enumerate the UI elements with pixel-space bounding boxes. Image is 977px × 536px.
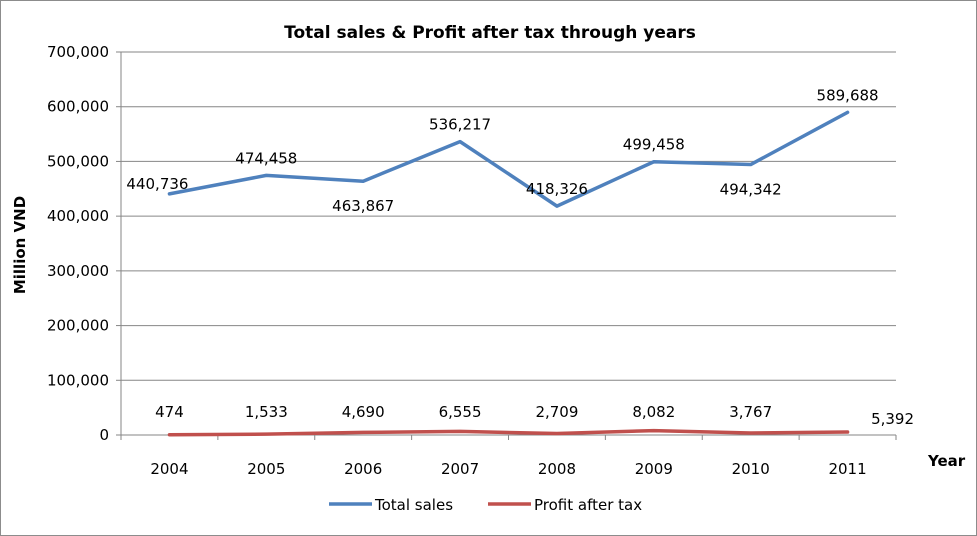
x-tick-label: 2004 (150, 460, 188, 478)
y-tick-label: 300,000 (47, 262, 109, 280)
data-label: 4,690 (342, 403, 385, 421)
x-axis-title: Year (927, 452, 966, 470)
legend-label-profit-after-tax: Profit after tax (534, 496, 642, 514)
data-label: 2,709 (535, 403, 578, 421)
data-label: 494,342 (720, 181, 782, 199)
series-line-profit-after-tax (167, 428, 850, 437)
x-tick-label: 2011 (828, 460, 866, 478)
data-label: 499,458 (623, 136, 685, 154)
data-label: 474 (155, 403, 184, 421)
chart-title: Total sales & Profit after tax through y… (284, 23, 696, 43)
x-tick-label: 2008 (538, 460, 576, 478)
x-tick-label: 2010 (732, 460, 770, 478)
data-label: 474,458 (235, 149, 297, 167)
y-tick-label: 500,000 (47, 152, 109, 170)
data-label: 6,555 (439, 403, 482, 421)
legend-label-total-sales: Total sales (374, 496, 453, 514)
y-tick-label: 400,000 (47, 207, 109, 225)
data-label: 418,326 (526, 180, 588, 198)
series-line-total-sales (167, 110, 850, 208)
axes: 0 100,000 200,000 300,000 400,000 500,000 600,… (47, 43, 897, 478)
data-label: 5,392 (871, 410, 914, 428)
x-tick-label: 2009 (635, 460, 673, 478)
data-label: 589,688 (817, 86, 879, 104)
y-tick-label: 100,000 (47, 371, 109, 389)
x-tick-label: 2006 (344, 460, 382, 478)
data-label: 3,767 (729, 403, 772, 421)
y-axis-title: Million VND (11, 196, 29, 294)
data-label: 8,082 (632, 403, 675, 421)
data-label: 536,217 (429, 116, 491, 134)
data-label: 463,867 (332, 197, 394, 215)
y-tick-label: 600,000 (47, 98, 109, 116)
x-tick-label: 2007 (441, 460, 479, 478)
series-lines (167, 110, 850, 437)
gridlines (121, 51, 896, 381)
data-labels: 440,736 474,458 463,867 536,217 418,326 499,4… (126, 86, 914, 428)
y-tick-label: 0 (99, 426, 109, 444)
legend: Total sales Profit after tax (329, 496, 642, 514)
y-tick-label: 200,000 (47, 317, 109, 335)
x-tick-label: 2005 (247, 460, 285, 478)
data-label: 440,736 (126, 175, 188, 193)
y-tick-label: 700,000 (47, 43, 109, 61)
data-label: 1,533 (245, 403, 288, 421)
